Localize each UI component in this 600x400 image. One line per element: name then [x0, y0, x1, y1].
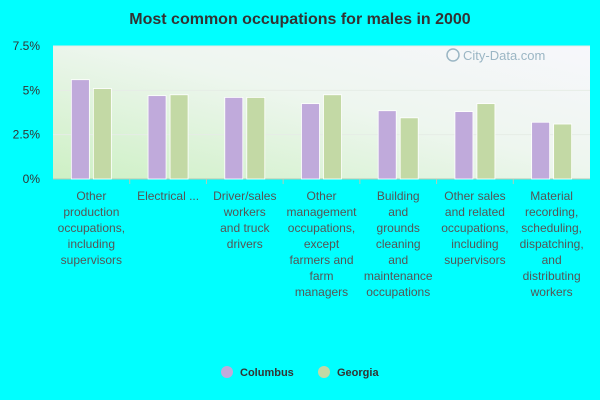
bar-columbus	[224, 97, 244, 180]
x-category-label: Electrical ...	[137, 189, 199, 203]
legend: Columbus Georgia	[221, 366, 379, 379]
x-category-label: Other sales and related occupations, includ…	[441, 189, 508, 267]
bar-columbus	[147, 95, 167, 180]
x-axis: Other production occupations, including supe…	[58, 179, 584, 299]
legend-label-columbus: Columbus	[240, 367, 294, 379]
bar-columbus	[377, 110, 397, 180]
legend-swatch-columbus	[221, 366, 233, 378]
legend-swatch-georgia	[318, 366, 330, 378]
x-category-label: Building and grounds cleaning and maintenance…	[364, 189, 433, 299]
bars	[70, 79, 573, 180]
bar-georgia	[399, 117, 419, 180]
y-tick-label: 7.5%	[13, 39, 41, 53]
watermark: City-Data.com	[446, 48, 545, 63]
chart-title: Most common occupations for males in 200…	[129, 11, 471, 28]
y-tick-label: 0%	[23, 172, 41, 186]
bar-georgia	[92, 88, 112, 180]
bar-georgia	[169, 94, 189, 180]
bar-georgia	[553, 123, 573, 180]
y-tick-label: 5%	[23, 83, 41, 97]
bar-georgia	[246, 97, 266, 180]
y-axis: 0% 2.5% 5% 7.5%	[13, 39, 41, 186]
watermark-icon	[446, 48, 460, 62]
bar-columbus	[454, 111, 474, 180]
x-category-label: Other management occupations, except farmers…	[286, 189, 357, 299]
bar-columbus	[301, 103, 320, 180]
bar-georgia	[323, 94, 342, 180]
legend-label-georgia: Georgia	[337, 367, 379, 379]
bar-columbus	[531, 121, 551, 180]
bar-georgia	[476, 103, 496, 180]
grid	[53, 45, 590, 180]
x-category-label: Driver/sales workers and truck drivers	[213, 189, 276, 251]
watermark-text: City-Data.com	[463, 48, 545, 63]
bar-columbus	[70, 79, 90, 180]
y-tick-label: 2.5%	[13, 128, 41, 142]
x-category-label: Material recording, scheduling, dispatching…	[520, 189, 584, 299]
x-category-label: Other production occupations, including supe…	[58, 189, 125, 267]
plot-area	[53, 46, 590, 179]
